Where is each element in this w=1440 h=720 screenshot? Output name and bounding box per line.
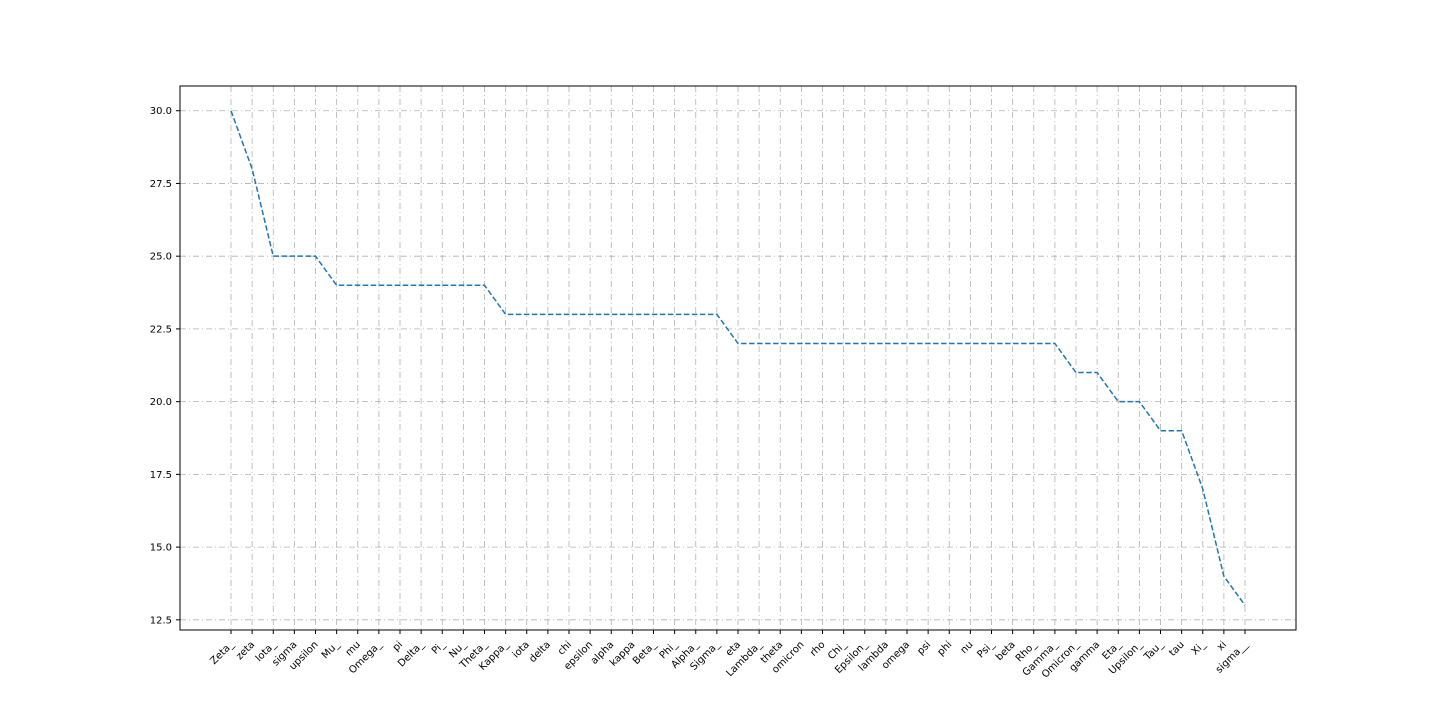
y-tick-label: 22.5 — [150, 324, 172, 335]
y-axis: 12.5 15.0 17.5 20.0 22.5 25.0 27.5 30.0 — [150, 106, 180, 626]
y-tick-label: 20.0 — [150, 397, 172, 408]
y-tick-label: 17.5 — [150, 470, 172, 481]
series-line — [230, 110, 1246, 606]
y-tick-label: 15.0 — [150, 543, 172, 554]
y-tick-label: 30.0 — [150, 106, 172, 117]
series-layer — [230, 110, 1246, 606]
grid — [180, 86, 1296, 630]
y-tick-label: 25.0 — [150, 252, 172, 263]
y-tick-label: 27.5 — [150, 179, 172, 190]
y-tick-label: 12.5 — [150, 615, 172, 626]
